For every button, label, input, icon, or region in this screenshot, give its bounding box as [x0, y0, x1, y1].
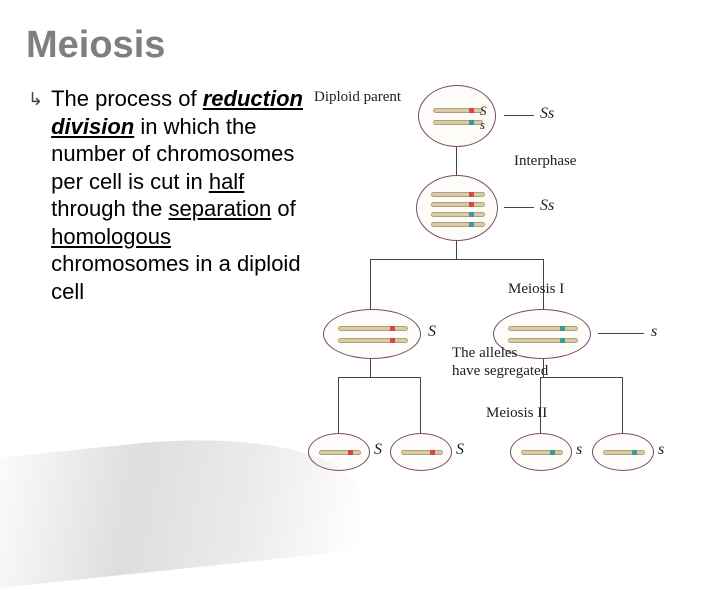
connector-line — [540, 377, 622, 378]
allele-s: s — [658, 441, 664, 459]
label-diploid-parent: Diploid parent — [314, 89, 401, 106]
cell-meiosis2-2 — [390, 433, 452, 471]
content: ↳ The process of reduction division in w… — [0, 67, 720, 515]
connector-line — [504, 207, 534, 208]
definition-text: ↳ The process of reduction division in w… — [28, 85, 308, 515]
txt-u: half — [209, 169, 244, 194]
cell-meiosis1-left — [323, 309, 421, 359]
cell-meiosis2-4 — [592, 433, 654, 471]
cell-meiosis2-3 — [510, 433, 572, 471]
connector-line — [370, 259, 544, 260]
connector-line — [622, 377, 623, 433]
label-meiosis1: Meiosis I — [508, 281, 564, 298]
meiosis-diagram: S s Diploid parent Ss Interphase Ss Meio… — [308, 85, 720, 515]
connector-line — [504, 115, 534, 116]
allele-S: S — [428, 323, 436, 341]
allele-s: s — [651, 323, 657, 341]
cell-interphase — [416, 175, 498, 241]
txt-u: separation — [169, 196, 272, 221]
allele-S: S — [456, 441, 464, 459]
page-title: Meiosis — [0, 0, 720, 67]
definition-body: The process of reduction division in whi… — [51, 85, 308, 305]
connector-line — [456, 147, 457, 175]
txt-u: homologous — [51, 224, 171, 249]
connector-line — [370, 359, 371, 377]
connector-line — [338, 377, 420, 378]
connector-line — [598, 333, 644, 334]
bullet-item: ↳ The process of reduction division in w… — [28, 85, 308, 305]
allele-s: s — [576, 441, 582, 459]
txt: chromosomes in a diploid cell — [51, 251, 300, 304]
connector-line — [420, 377, 421, 433]
cell-meiosis2-1 — [308, 433, 370, 471]
connector-line — [543, 359, 544, 377]
txt: of — [271, 196, 295, 221]
connector-line — [338, 377, 339, 433]
allele-label: s — [480, 117, 485, 133]
allele-Ss: Ss — [540, 197, 554, 215]
txt: The process of — [51, 86, 203, 111]
connector-line — [370, 259, 371, 309]
label-meiosis2: Meiosis II — [486, 405, 547, 422]
connector-line — [456, 241, 457, 259]
label-segregated: have segregated — [452, 363, 548, 380]
txt: through the — [51, 196, 168, 221]
label-segregated: The alleles — [452, 345, 517, 362]
label-interphase: Interphase — [514, 153, 576, 170]
allele-S: S — [374, 441, 382, 459]
bullet-icon: ↳ — [28, 85, 43, 114]
allele-Ss: Ss — [540, 105, 554, 123]
